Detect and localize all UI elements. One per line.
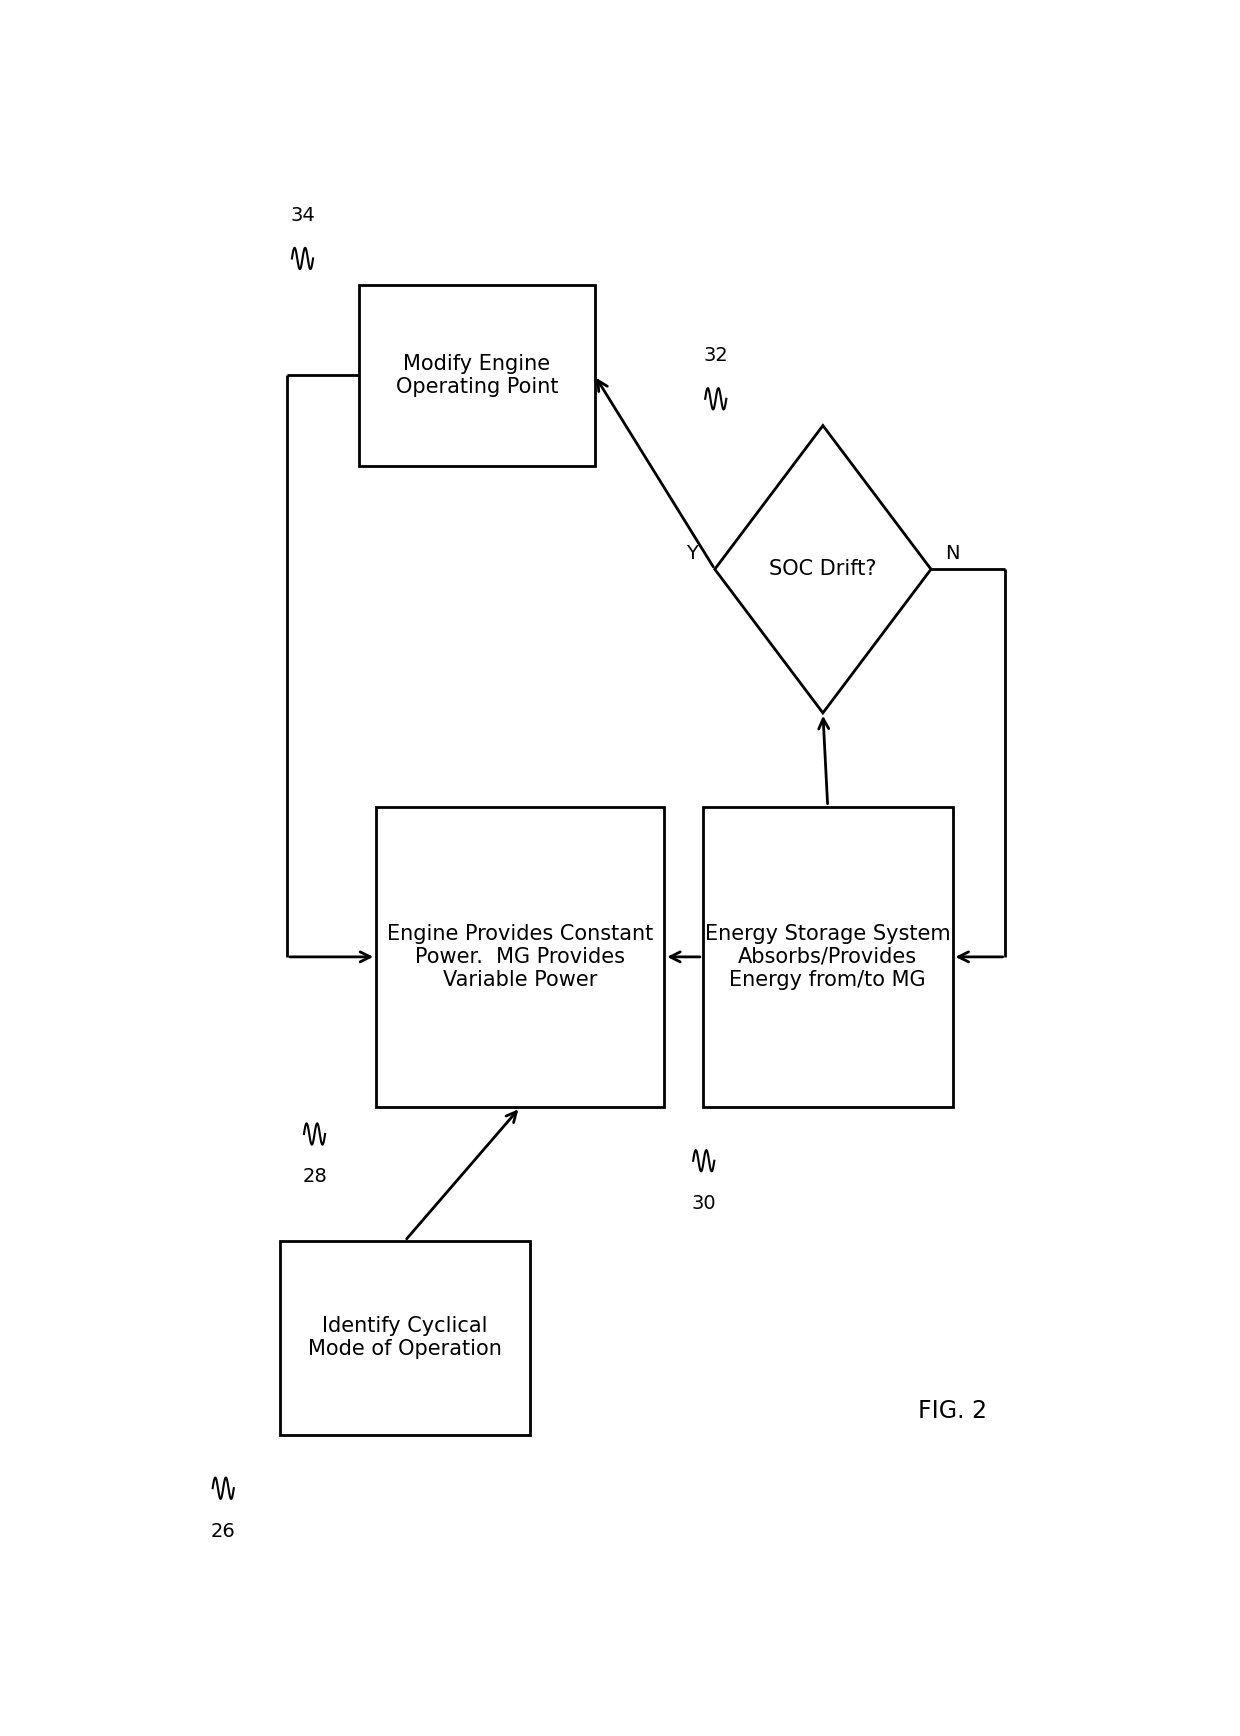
Text: 30: 30 (692, 1194, 715, 1213)
Text: SOC Drift?: SOC Drift? (769, 559, 877, 580)
Text: FIG. 2: FIG. 2 (918, 1399, 987, 1424)
Text: Energy Storage System
Absorbs/Provides
Energy from/to MG: Energy Storage System Absorbs/Provides E… (704, 924, 951, 990)
Text: 26: 26 (211, 1522, 236, 1540)
FancyBboxPatch shape (360, 285, 595, 465)
Text: Modify Engine
Operating Point: Modify Engine Operating Point (396, 354, 558, 398)
Text: 34: 34 (290, 207, 315, 226)
Text: Engine Provides Constant
Power.  MG Provides
Variable Power: Engine Provides Constant Power. MG Provi… (387, 924, 653, 990)
Text: N: N (945, 543, 960, 562)
FancyBboxPatch shape (703, 807, 952, 1108)
Text: Identify Cyclical
Mode of Operation: Identify Cyclical Mode of Operation (308, 1316, 502, 1359)
Text: 32: 32 (703, 347, 728, 365)
Polygon shape (714, 425, 931, 713)
FancyBboxPatch shape (280, 1241, 529, 1434)
FancyBboxPatch shape (376, 807, 665, 1108)
Text: 28: 28 (303, 1167, 327, 1186)
Text: Y: Y (686, 543, 697, 562)
